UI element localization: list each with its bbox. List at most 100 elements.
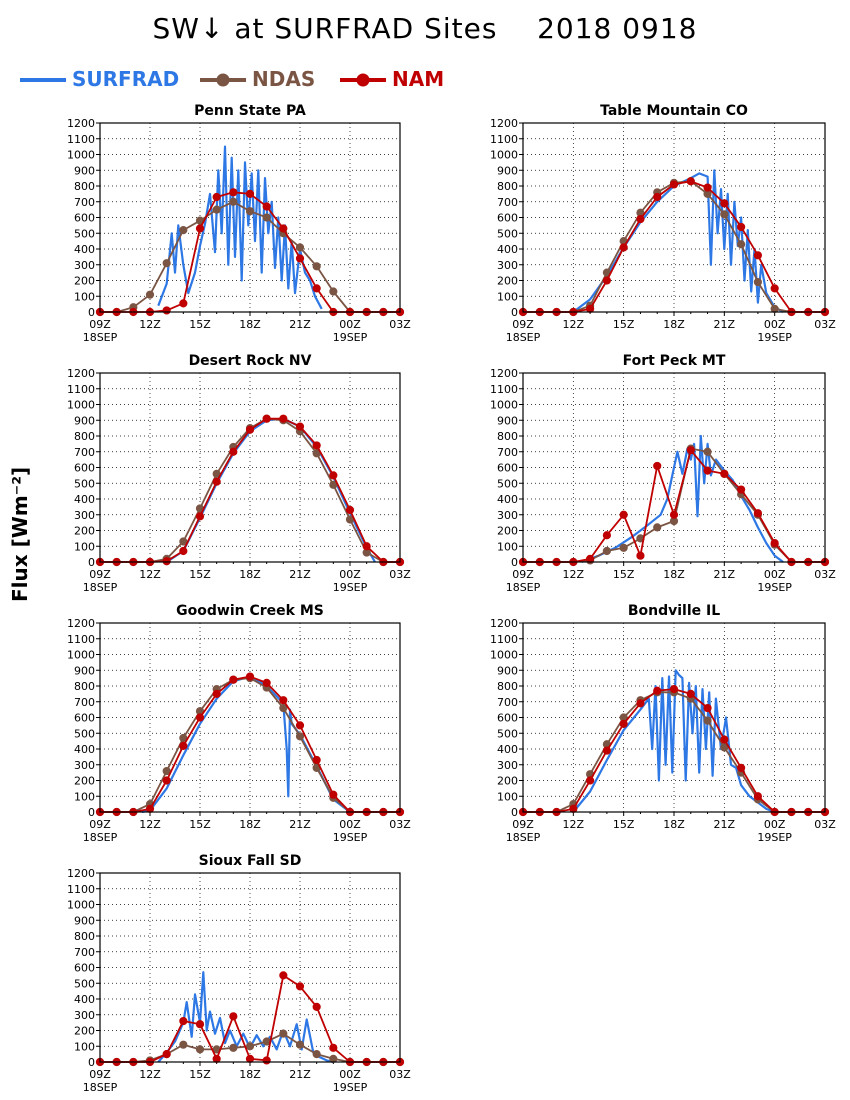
y-tick-label: 700 xyxy=(497,446,518,459)
data-point-nam xyxy=(737,222,746,232)
x-tick-label: 03Z xyxy=(389,1068,411,1081)
y-tick-label: 500 xyxy=(497,227,518,240)
data-point-nam xyxy=(686,689,695,698)
plot-frame xyxy=(99,622,401,813)
y-tick-label: 1100 xyxy=(67,383,95,396)
data-point-nam xyxy=(669,510,679,519)
y-tick-label: 500 xyxy=(74,477,95,490)
y-tick-label: 700 xyxy=(74,946,95,959)
y-tick-label: 200 xyxy=(497,275,518,288)
y-tick-label: 600 xyxy=(497,462,518,475)
x-tick-label: 12Z xyxy=(139,818,161,831)
y-tick-label: 1000 xyxy=(67,399,95,412)
y-tick-label: 600 xyxy=(74,712,95,725)
y-tick-label: 700 xyxy=(74,196,95,209)
y-tick-label: 400 xyxy=(497,743,518,756)
x-date-label: 19SEP xyxy=(333,581,368,594)
series-line-ndas xyxy=(100,417,400,563)
data-point-nam xyxy=(602,276,611,285)
data-point-nam xyxy=(602,746,611,755)
y-tick-label: 1200 xyxy=(490,367,518,380)
x-tick-label: 12Z xyxy=(563,818,585,831)
data-point-nam xyxy=(295,422,305,431)
data-point-nam xyxy=(312,1002,321,1011)
series-line-ndas xyxy=(523,180,825,313)
data-point-nam xyxy=(179,546,188,556)
x-tick-label: 03Z xyxy=(814,818,836,831)
data-point-nam xyxy=(720,469,729,478)
data-point-nam xyxy=(345,505,355,515)
data-point-nam xyxy=(179,299,188,308)
x-tick-label: 15Z xyxy=(189,818,211,831)
x-tick-label: 21Z xyxy=(714,318,736,331)
y-tick-label: 100 xyxy=(497,790,518,803)
x-tick-label: 15Z xyxy=(189,318,211,331)
x-date-label: 19SEP xyxy=(757,831,792,844)
plot-frame xyxy=(99,872,401,1063)
data-point-ndas xyxy=(212,205,221,214)
data-point-nam xyxy=(703,703,712,713)
data-point-nam xyxy=(245,425,255,434)
chart-panel-4: Goodwin Creek MS 0 100 200 300 400 500 600 700 80… xyxy=(67,603,411,844)
x-date-label: 18SEP xyxy=(83,331,118,344)
chart-panel-3: Fort Peck MT 0 100 200 300 400 500 600 700 800 900… xyxy=(490,353,836,594)
legend-swatch-nam xyxy=(340,73,386,87)
data-point-nam xyxy=(636,551,645,560)
data-point-nam xyxy=(295,982,305,991)
x-tick-label: 15Z xyxy=(613,818,635,831)
y-tick-label: 0 xyxy=(511,806,518,819)
data-point-nam xyxy=(653,686,662,695)
y-tick-label: 900 xyxy=(74,664,95,677)
data-point-ndas xyxy=(195,1045,205,1054)
y-tick-label: 1000 xyxy=(67,149,95,162)
y-tick-label: 800 xyxy=(74,430,95,443)
series-line-surfrad xyxy=(572,169,784,313)
data-point-nam xyxy=(753,509,762,518)
data-point-ndas xyxy=(703,716,712,725)
x-tick-label: 00Z xyxy=(764,568,786,581)
x-tick-label: 18Z xyxy=(663,568,685,581)
data-point-ndas xyxy=(279,703,288,713)
data-point-nam xyxy=(262,202,271,211)
y-tick-label: 800 xyxy=(497,430,518,443)
y-tick-label: 400 xyxy=(74,743,95,756)
data-point-nam xyxy=(245,189,255,198)
series-line-nam xyxy=(523,180,825,313)
y-tick-label: 0 xyxy=(511,556,518,569)
y-tick-label: 500 xyxy=(497,727,518,740)
y-tick-label: 0 xyxy=(88,1056,95,1069)
x-date-label: 19SEP xyxy=(333,1081,368,1094)
y-tick-label: 1100 xyxy=(490,383,518,396)
data-point-nam xyxy=(162,1050,171,1059)
y-tick-label: 1000 xyxy=(67,899,95,912)
data-point-ndas xyxy=(720,743,729,752)
data-point-nam xyxy=(162,306,171,315)
y-tick-label: 400 xyxy=(74,493,95,506)
data-point-nam xyxy=(262,678,271,687)
plot-frame xyxy=(99,122,401,313)
data-point-ndas xyxy=(753,277,762,287)
x-tick-label: 18Z xyxy=(239,818,261,831)
data-point-nam xyxy=(212,477,221,486)
plot-frame xyxy=(522,372,826,563)
x-tick-label: 00Z xyxy=(764,318,786,331)
data-point-nam xyxy=(212,192,221,202)
data-point-nam xyxy=(212,689,221,698)
y-tick-label: 900 xyxy=(497,414,518,427)
x-tick-label: 15Z xyxy=(189,1068,211,1081)
y-tick-label: 100 xyxy=(497,540,518,553)
legend-swatch-ndas xyxy=(200,73,246,87)
x-tick-label: 15Z xyxy=(613,568,635,581)
plot-frame xyxy=(522,622,826,813)
x-date-label: 19SEP xyxy=(333,331,368,344)
y-tick-label: 300 xyxy=(497,759,518,772)
x-tick-label: 09Z xyxy=(89,818,111,831)
data-point-nam xyxy=(279,971,288,980)
data-point-nam xyxy=(162,557,171,566)
y-tick-label: 900 xyxy=(74,164,95,177)
y-tick-label: 800 xyxy=(74,180,95,193)
y-tick-label: 900 xyxy=(497,164,518,177)
y-tick-label: 1200 xyxy=(67,367,95,380)
legend-label-ndas: NDAS xyxy=(252,67,316,91)
data-point-ndas xyxy=(619,543,628,552)
